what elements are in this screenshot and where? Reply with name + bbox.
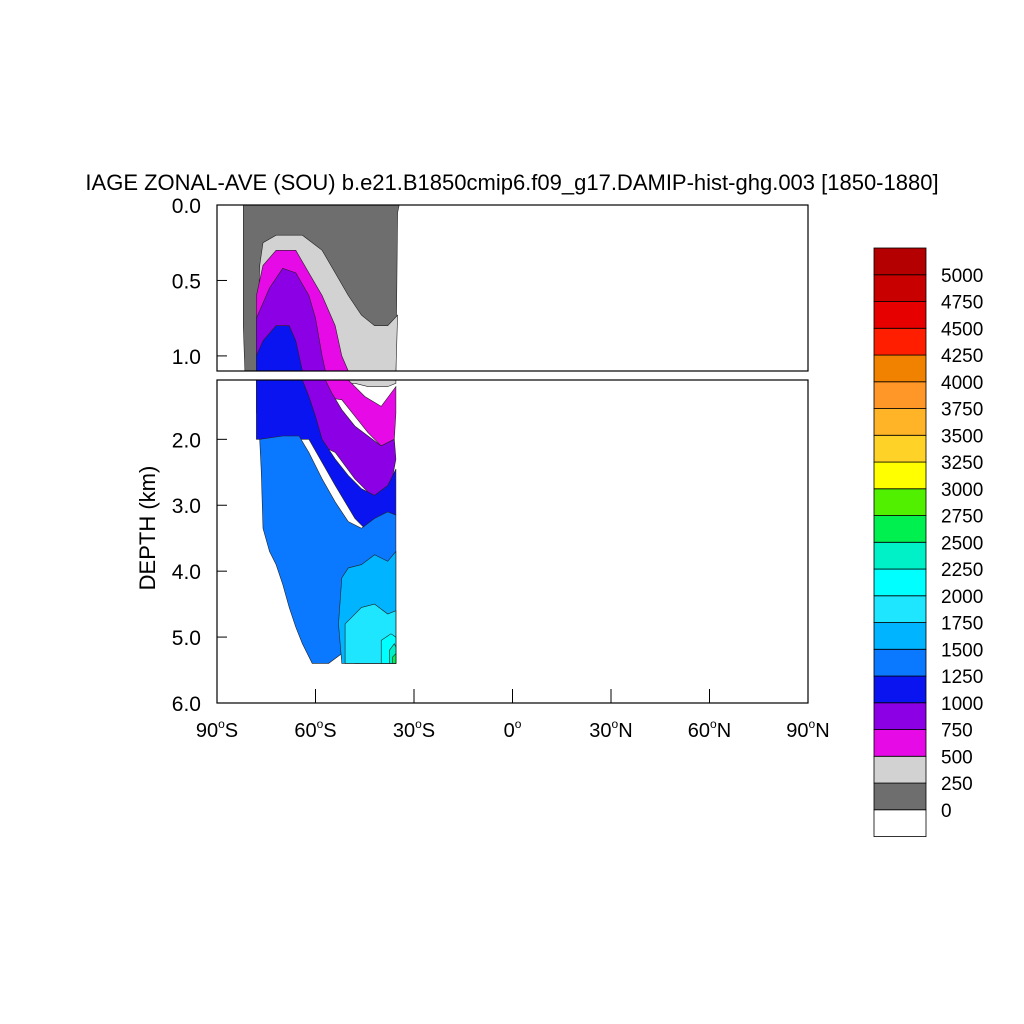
colorbar-swatch <box>873 595 927 623</box>
colorbar-swatch <box>873 327 927 356</box>
y-tick-label: 0.0 <box>172 195 201 218</box>
x-tick-label: 60oS <box>294 717 336 742</box>
colorbar-swatch <box>873 809 927 837</box>
colorbar-swatch <box>873 702 927 730</box>
colorbar-label: 1500 <box>941 640 983 661</box>
y-tick-label: 0.5 <box>172 270 201 293</box>
colorbar-label: 3750 <box>941 400 983 421</box>
x-tick-label: 60oN <box>688 717 731 742</box>
upper-panel: 0.0 0.5 1.0 <box>172 195 809 372</box>
contour-1000-1250-lower <box>256 380 397 532</box>
upper-panel-frame <box>216 204 809 372</box>
colorbar-label: 2750 <box>941 507 983 528</box>
y-axis-label: DEPTH (km) <box>135 466 160 591</box>
colorbar-swatch <box>873 301 927 329</box>
chart-title: IAGE ZONAL-AVE (SOU) b.e21.B1850cmip6.f0… <box>85 170 938 195</box>
colorbar-swatch <box>873 274 927 302</box>
colorbar-label: 3500 <box>941 426 983 447</box>
lower-panel: 2.0 3.0 4.0 5.0 6.0 <box>172 379 809 716</box>
y-tick-label: 6.0 <box>172 693 201 716</box>
colorbar-label: 2500 <box>941 533 983 554</box>
colorbar-swatch <box>873 755 927 784</box>
contour-2500-2750-lower <box>392 652 397 664</box>
x-tick-label: 90oN <box>786 717 829 742</box>
x-tick-label: 0o <box>504 717 522 742</box>
colorbar-swatch <box>873 622 927 650</box>
colorbar-swatch <box>873 675 927 704</box>
colorbar-swatch <box>873 515 927 543</box>
colorbar-label: 1750 <box>941 614 983 635</box>
y-tick-label: 5.0 <box>172 627 201 650</box>
colorbar-swatch <box>873 782 927 811</box>
y-tick-label: 4.0 <box>172 561 201 584</box>
colorbar-label: 250 <box>941 774 973 795</box>
colorbar-label: 3250 <box>941 453 983 474</box>
y-tick-label: 3.0 <box>172 495 201 518</box>
colorbar-swatch <box>873 648 927 677</box>
colorbar-label: 2000 <box>941 587 983 608</box>
y-tick-label: 2.0 <box>172 429 201 452</box>
colorbar-swatch <box>873 729 927 757</box>
colorbar-label: 0 <box>941 801 952 822</box>
colorbar-label: 2250 <box>941 560 983 581</box>
colorbar-label: 5000 <box>941 266 983 287</box>
colorbar-swatch <box>873 434 927 463</box>
colorbar-label: 500 <box>941 747 973 768</box>
colorbar-swatch <box>873 488 927 516</box>
colorbar-swatch <box>873 247 927 276</box>
colorbar-label: 750 <box>941 721 973 742</box>
colorbar-swatch <box>873 568 927 597</box>
contour-1000-1250-upper <box>256 325 303 371</box>
colorbar-swatch <box>873 381 927 409</box>
colorbar-label: 1250 <box>941 667 983 688</box>
y-tick-label: 1.0 <box>172 346 201 369</box>
x-tick-label: 90oS <box>196 717 238 742</box>
colorbar-label: 4250 <box>941 346 983 367</box>
contour-500-750-lower <box>256 380 397 447</box>
colorbar-swatch <box>873 541 927 570</box>
x-tick-label: 30oS <box>393 717 435 742</box>
colorbar-swatch <box>873 408 927 436</box>
colorbar-swatch <box>873 354 927 383</box>
colorbar-label: 3000 <box>941 480 983 501</box>
x-tick-label: 30oN <box>589 717 632 742</box>
colorbar-label: 4500 <box>941 319 983 340</box>
colorbar-label: 4000 <box>941 373 983 394</box>
colorbar-label: 1000 <box>941 694 983 715</box>
x-axis: 90oS 60oS 30oS 0o 30oN 60oN 90oN <box>196 689 830 742</box>
colorbar-legend: 0 250 500 750 1000 1250 1500 1750 2000 2250 2500 27… <box>873 247 983 837</box>
colorbar-swatch <box>873 461 927 490</box>
colorbar-label: 4750 <box>941 293 983 314</box>
